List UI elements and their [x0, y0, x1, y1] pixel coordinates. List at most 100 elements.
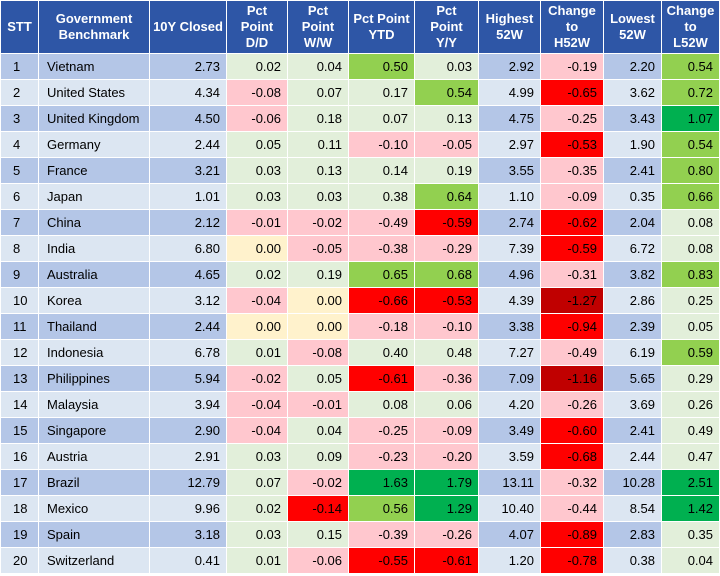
table-row: 5 France 3.21 0.03 0.13 0.14 0.19 3.55 -0.35 2.41…: [0, 157, 720, 184]
header-text: YTD: [368, 27, 395, 42]
closed-cell: 2.44: [149, 313, 227, 340]
change-l52w-cell: 0.83: [661, 261, 720, 288]
pct-ww-cell: -0.02: [287, 209, 349, 236]
benchmark-name-cell: Germany: [38, 131, 150, 158]
pct-yy-cell: 0.06: [414, 391, 479, 418]
pct-ytd-cell: -0.39: [348, 521, 415, 548]
stt-cell: 5: [0, 157, 39, 184]
benchmark-name-cell: China: [38, 209, 150, 236]
change-h52w-cell: -0.59: [540, 235, 604, 262]
lowest-52w-cell: 1.90: [603, 131, 662, 158]
lowest-52w-cell: 0.35: [603, 183, 662, 210]
change-h52w-cell: -0.35: [540, 157, 604, 184]
table-row: 3 United Kingdom 4.50 -0.06 0.18 0.07 0.13 4.75…: [0, 105, 720, 132]
lowest-52w-cell: 8.54: [603, 495, 662, 522]
change-h52w-cell: -0.65: [540, 79, 604, 106]
pct-yy-cell: -0.29: [414, 235, 479, 262]
pct-ww-cell: 0.18: [287, 105, 349, 132]
pct-dd-cell: 0.01: [226, 339, 288, 366]
pct-dd-cell: -0.04: [226, 391, 288, 418]
pct-dd-cell: 0.02: [226, 495, 288, 522]
pct-ww-cell: 0.05: [287, 365, 349, 392]
pct-yy-cell: -0.05: [414, 131, 479, 158]
lowest-52w-cell: 2.04: [603, 209, 662, 236]
closed-cell: 2.91: [149, 443, 227, 470]
benchmark-name-cell: Malaysia: [38, 391, 150, 418]
closed-cell: 3.94: [149, 391, 227, 418]
pct-dd-cell: 0.03: [226, 521, 288, 548]
closed-cell: 4.65: [149, 261, 227, 288]
table-row: 4 Germany 2.44 0.05 0.11 -0.10 -0.05 2.97 -0.53 1…: [0, 131, 720, 158]
pct-ytd-cell: 0.08: [348, 391, 415, 418]
change-l52w-cell: 0.29: [661, 365, 720, 392]
header-text: to: [565, 19, 579, 34]
pct-yy-cell: -0.36: [414, 365, 479, 392]
column-header-highest-52w: Highest 52W: [478, 0, 541, 54]
pct-ytd-cell: -0.55: [348, 547, 415, 574]
stt-cell: 17: [0, 469, 39, 496]
change-h52w-cell: -0.25: [540, 105, 604, 132]
pct-ytd-cell: -0.61: [348, 365, 415, 392]
pct-dd-cell: 0.03: [226, 183, 288, 210]
stt-cell: 10: [0, 287, 39, 314]
highest-52w-cell: 7.09: [478, 365, 541, 392]
benchmark-name-cell: Mexico: [38, 495, 150, 522]
benchmark-name-cell: Philippines: [38, 365, 150, 392]
column-header-closed: 10Y Closed: [149, 0, 227, 54]
stt-cell: 3: [0, 105, 39, 132]
stt-cell: 12: [0, 339, 39, 366]
stt-cell: 2: [0, 79, 39, 106]
change-l52w-cell: 0.35: [661, 521, 720, 548]
stt-cell: 14: [0, 391, 39, 418]
table-row: 12 Indonesia 6.78 0.01 -0.08 0.40 0.48 7.27 -0.4…: [0, 339, 720, 366]
table-row: 19 Spain 3.18 0.03 0.15 -0.39 -0.26 4.07 -0.89 2.…: [0, 521, 720, 548]
pct-yy-cell: 0.48: [414, 339, 479, 366]
stt-cell: 4: [0, 131, 39, 158]
header-row: STT Government Benchmark 10Y Closed Pct Point…: [0, 0, 720, 54]
change-l52w-cell: 0.54: [661, 53, 720, 80]
lowest-52w-cell: 2.39: [603, 313, 662, 340]
change-l52w-cell: 1.07: [661, 105, 720, 132]
highest-52w-cell: 13.11: [478, 469, 541, 496]
benchmark-name-cell: Brazil: [38, 469, 150, 496]
table-row: 2 United States 4.34 -0.08 0.07 0.17 0.54 4.99-…: [0, 79, 720, 106]
closed-cell: 4.34: [149, 79, 227, 106]
table-row: 17 Brazil 12.79 0.07 -0.02 1.63 1.79 13.11 -0.32…: [0, 469, 720, 496]
highest-52w-cell: 4.07: [478, 521, 541, 548]
benchmark-name-cell: United Kingdom: [38, 105, 150, 132]
pct-yy-cell: 0.64: [414, 183, 479, 210]
change-h52w-cell: -0.94: [540, 313, 604, 340]
benchmark-name-cell: India: [38, 235, 150, 262]
closed-cell: 3.12: [149, 287, 227, 314]
pct-ytd-cell: -0.38: [348, 235, 415, 262]
pct-yy-cell: 1.29: [414, 495, 479, 522]
closed-cell: 3.18: [149, 521, 227, 548]
change-h52w-cell: -1.27: [540, 287, 604, 314]
stt-cell: 1: [0, 53, 39, 80]
highest-52w-cell: 4.75: [478, 105, 541, 132]
pct-ytd-cell: -0.49: [348, 209, 415, 236]
table-row: 15 Singapore 2.90 -0.04 0.04 -0.25 -0.09 3.49 -0…: [0, 417, 720, 444]
highest-52w-cell: 10.40: [478, 495, 541, 522]
benchmark-name-cell: Japan: [38, 183, 150, 210]
stt-cell: 15: [0, 417, 39, 444]
table-row: 13 Philippines 5.94 -0.02 0.05 -0.61 -0.36 7.09…: [0, 365, 720, 392]
pct-ww-cell: 0.03: [287, 183, 349, 210]
highest-52w-cell: 3.55: [478, 157, 541, 184]
header-text: Pct: [436, 3, 457, 18]
table-row: 7 China 2.12 -0.01 -0.02 -0.49 -0.59 2.74 -0.62 2…: [0, 209, 720, 236]
pct-dd-cell: 0.00: [226, 313, 288, 340]
highest-52w-cell: 4.96: [478, 261, 541, 288]
pct-ww-cell: -0.08: [287, 339, 349, 366]
benchmark-name-cell: United States: [38, 79, 150, 106]
stt-cell: 20: [0, 547, 39, 574]
pct-dd-cell: 0.00: [226, 235, 288, 262]
lowest-52w-cell: 0.38: [603, 547, 662, 574]
table-body: 1 Vietnam 2.73 0.02 0.04 0.50 0.03 2.92 -0.19 2.2…: [0, 53, 720, 574]
pct-ww-cell: -0.01: [287, 391, 349, 418]
table-row: 16 Austria 2.91 0.03 0.09 -0.23 -0.20 3.59 -0.68…: [0, 443, 720, 470]
highest-52w-cell: 7.39: [478, 235, 541, 262]
stt-cell: 8: [0, 235, 39, 262]
pct-dd-cell: -0.04: [226, 287, 288, 314]
highest-52w-cell: 3.49: [478, 417, 541, 444]
